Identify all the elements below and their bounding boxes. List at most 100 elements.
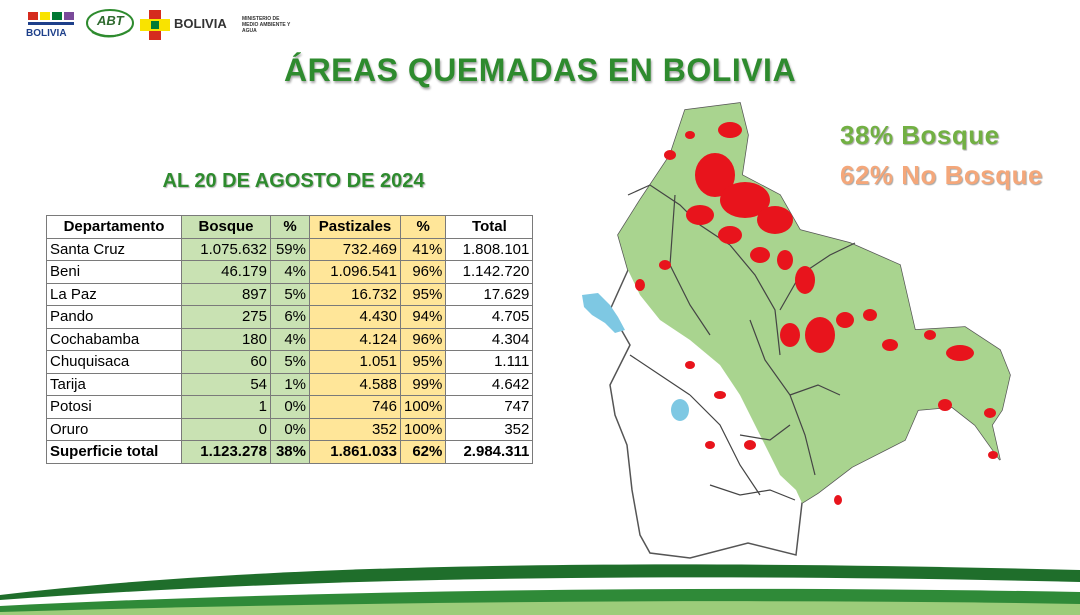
cell-pct-pastizales: 99% [399, 372, 447, 396]
cell-pastizales: 1.051 [309, 350, 401, 374]
abt-leaf-icon [86, 9, 134, 38]
map-lake-poopo [671, 399, 689, 421]
cell-pct-pastizales: 95% [399, 282, 447, 306]
header-pct-bosque: % [270, 215, 310, 239]
cell-pastizales: 732.469 [309, 237, 401, 261]
header-logos: BOLIVIA ABT BOLIVIA MINISTERIO DE MEDIO … [26, 8, 296, 42]
footer-wave-decoration [0, 564, 1080, 615]
table-row: Santa Cruz 1.075.632 59% 732.469 41% 1.8… [46, 237, 534, 261]
cell-bosque: 275 [181, 305, 271, 329]
cell-pastizales: 4.124 [309, 327, 401, 351]
burned-areas-table: Departamento Bosque % Pastizales % Total… [46, 215, 534, 464]
cell-pct-pastizales: 96% [399, 260, 447, 284]
table-row: Cochabamba 180 4% 4.124 96% 4.304 [46, 327, 534, 351]
cell-departamento: Cochabamba [46, 327, 182, 351]
flag-icon [28, 12, 74, 25]
table-total-row: Superficie total 1.123.278 38% 1.861.033… [46, 440, 534, 464]
cell-departamento: Beni [46, 260, 182, 284]
cell-pct-pastizales: 62% [399, 440, 447, 464]
cell-pct-pastizales: 96% [399, 327, 447, 351]
table-subtitle: AL 20 DE AGOSTO DE 2024 [162, 170, 425, 192]
cell-pct-bosque: 5% [270, 282, 310, 306]
cell-total: 17.629 [445, 282, 534, 306]
table-row: Tarija 54 1% 4.588 99% 4.642 [46, 372, 534, 396]
cell-pct-bosque: 38% [270, 440, 310, 464]
cell-total: 4.304 [445, 327, 534, 351]
cell-departamento: Tarija [46, 372, 182, 396]
cell-departamento: Pando [46, 305, 182, 329]
page-title: ÁREAS QUEMADAS EN BOLIVIA [283, 52, 797, 88]
cell-pct-pastizales: 100% [399, 417, 447, 441]
cell-pastizales: 352 [309, 417, 401, 441]
cell-pastizales: 4.588 [309, 372, 401, 396]
header-pastizales: Pastizales [309, 215, 401, 239]
cell-departamento: Oruro [46, 417, 182, 441]
cell-pct-bosque: 1% [270, 372, 310, 396]
cell-total: 747 [445, 395, 534, 419]
map-lake-titicaca [582, 293, 625, 333]
map-department-borders [627, 184, 856, 501]
cell-bosque: 0 [181, 417, 271, 441]
header-pct-pastizales: % [399, 215, 447, 239]
cell-pct-pastizales: 41% [399, 237, 447, 261]
table-header-row: Departamento Bosque % Pastizales % Total [46, 215, 534, 239]
cell-pct-pastizales: 100% [399, 395, 447, 419]
logo3-subtext: MINISTERIO DE MEDIO AMBIENTE Y AGUA [242, 16, 291, 34]
cell-pastizales: 4.430 [309, 305, 401, 329]
header-departamento: Departamento [46, 215, 182, 239]
cell-pastizales: 1.096.541 [309, 260, 401, 284]
ministry-logo: BOLIVIA MINISTERIO DE MEDIO AMBIENTE Y A… [138, 8, 298, 42]
cell-total: 1.142.720 [445, 260, 534, 284]
cell-departamento: Santa Cruz [46, 237, 182, 261]
bolivia-flag-logo: BOLIVIA [26, 8, 78, 42]
map-fire-areas [635, 122, 998, 505]
cell-pct-bosque: 5% [270, 350, 310, 374]
bolivia-fire-map [582, 102, 1011, 559]
cell-bosque: 46.179 [181, 260, 271, 284]
cell-pct-bosque: 59% [270, 237, 310, 261]
cell-total: 4.705 [445, 305, 534, 329]
cell-bosque: 180 [181, 327, 271, 351]
table-row: La Paz 897 5% 16.732 95% 17.629 [46, 282, 534, 306]
cell-pct-bosque: 0% [270, 395, 310, 419]
cell-total: 4.642 [445, 372, 534, 396]
cell-pastizales: 16.732 [309, 282, 401, 306]
abt-logo: ABT [84, 8, 136, 42]
cell-pct-bosque: 0% [270, 417, 310, 441]
logo2-text: ABT [97, 13, 124, 28]
cell-departamento: Potosi [46, 395, 182, 419]
cell-pct-bosque: 6% [270, 305, 310, 329]
cell-total: 2.984.311 [445, 440, 534, 464]
cell-bosque: 54 [181, 372, 271, 396]
cell-pct-bosque: 4% [270, 327, 310, 351]
cell-departamento: Superficie total [46, 440, 182, 464]
chakana-icon [140, 10, 170, 40]
cell-total: 352 [445, 417, 534, 441]
cell-departamento: La Paz [46, 282, 182, 306]
table-row: Beni 46.179 4% 1.096.541 96% 1.142.720 [46, 260, 534, 284]
cell-total: 1.111 [445, 350, 534, 374]
table-row: Potosi 1 0% 746 100% 747 [46, 395, 534, 419]
cell-bosque: 1 [181, 395, 271, 419]
cell-pct-pastizales: 94% [399, 305, 447, 329]
cell-bosque: 1.123.278 [181, 440, 271, 464]
logo3-text: BOLIVIA [174, 16, 227, 31]
cell-pct-pastizales: 95% [399, 350, 447, 374]
map-forest-area [618, 103, 1010, 503]
cell-total: 1.808.101 [445, 237, 534, 261]
cell-pastizales: 1.861.033 [309, 440, 401, 464]
no-bosque-percentage: 62% No Bosque [840, 160, 1043, 190]
table-row: Chuquisaca 60 5% 1.051 95% 1.111 [46, 350, 534, 374]
cell-bosque: 897 [181, 282, 271, 306]
bosque-percentage: 38% Bosque [840, 120, 1000, 150]
table-row: Pando 275 6% 4.430 94% 4.705 [46, 305, 534, 329]
table-row: Oruro 0 0% 352 100% 352 [46, 417, 534, 441]
cell-bosque: 60 [181, 350, 271, 374]
logo1-text: BOLIVIA [26, 28, 67, 39]
cell-pastizales: 746 [309, 395, 401, 419]
cell-pct-bosque: 4% [270, 260, 310, 284]
header-total: Total [445, 215, 534, 239]
cell-bosque: 1.075.632 [181, 237, 271, 261]
header-bosque: Bosque [181, 215, 271, 239]
cell-departamento: Chuquisaca [46, 350, 182, 374]
